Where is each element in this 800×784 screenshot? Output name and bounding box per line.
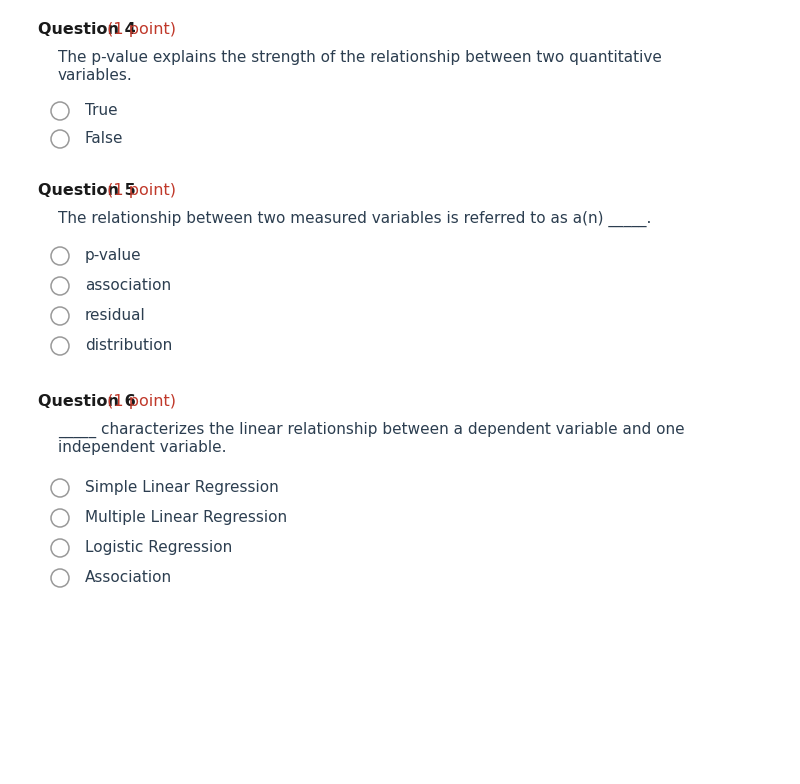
Text: Question 5: Question 5 (38, 183, 136, 198)
Text: (1 point): (1 point) (102, 22, 176, 37)
Text: association: association (85, 278, 171, 293)
Text: (1 point): (1 point) (102, 394, 176, 409)
Text: False: False (85, 131, 123, 146)
Text: Association: Association (85, 570, 172, 585)
Circle shape (51, 102, 69, 120)
Text: Logistic Regression: Logistic Regression (85, 540, 232, 555)
Text: p-value: p-value (85, 248, 142, 263)
Text: The p-value explains the strength of the relationship between two quantitative: The p-value explains the strength of the… (58, 50, 662, 65)
Circle shape (51, 130, 69, 148)
Circle shape (51, 307, 69, 325)
Text: distribution: distribution (85, 338, 172, 353)
Text: variables.: variables. (58, 68, 133, 83)
Text: residual: residual (85, 308, 146, 323)
Text: (1 point): (1 point) (102, 183, 176, 198)
Circle shape (51, 509, 69, 527)
Text: True: True (85, 103, 118, 118)
Circle shape (51, 337, 69, 355)
Circle shape (51, 539, 69, 557)
Circle shape (51, 277, 69, 295)
Text: _____ characterizes the linear relationship between a dependent variable and one: _____ characterizes the linear relations… (58, 422, 685, 438)
Text: Question 6: Question 6 (38, 394, 136, 409)
Text: independent variable.: independent variable. (58, 440, 226, 455)
Text: Simple Linear Regression: Simple Linear Regression (85, 480, 278, 495)
Text: The relationship between two measured variables is referred to as a(n) _____.: The relationship between two measured va… (58, 211, 651, 227)
Circle shape (51, 247, 69, 265)
Circle shape (51, 479, 69, 497)
Circle shape (51, 569, 69, 587)
Text: Multiple Linear Regression: Multiple Linear Regression (85, 510, 287, 525)
Text: Question 4: Question 4 (38, 22, 136, 37)
